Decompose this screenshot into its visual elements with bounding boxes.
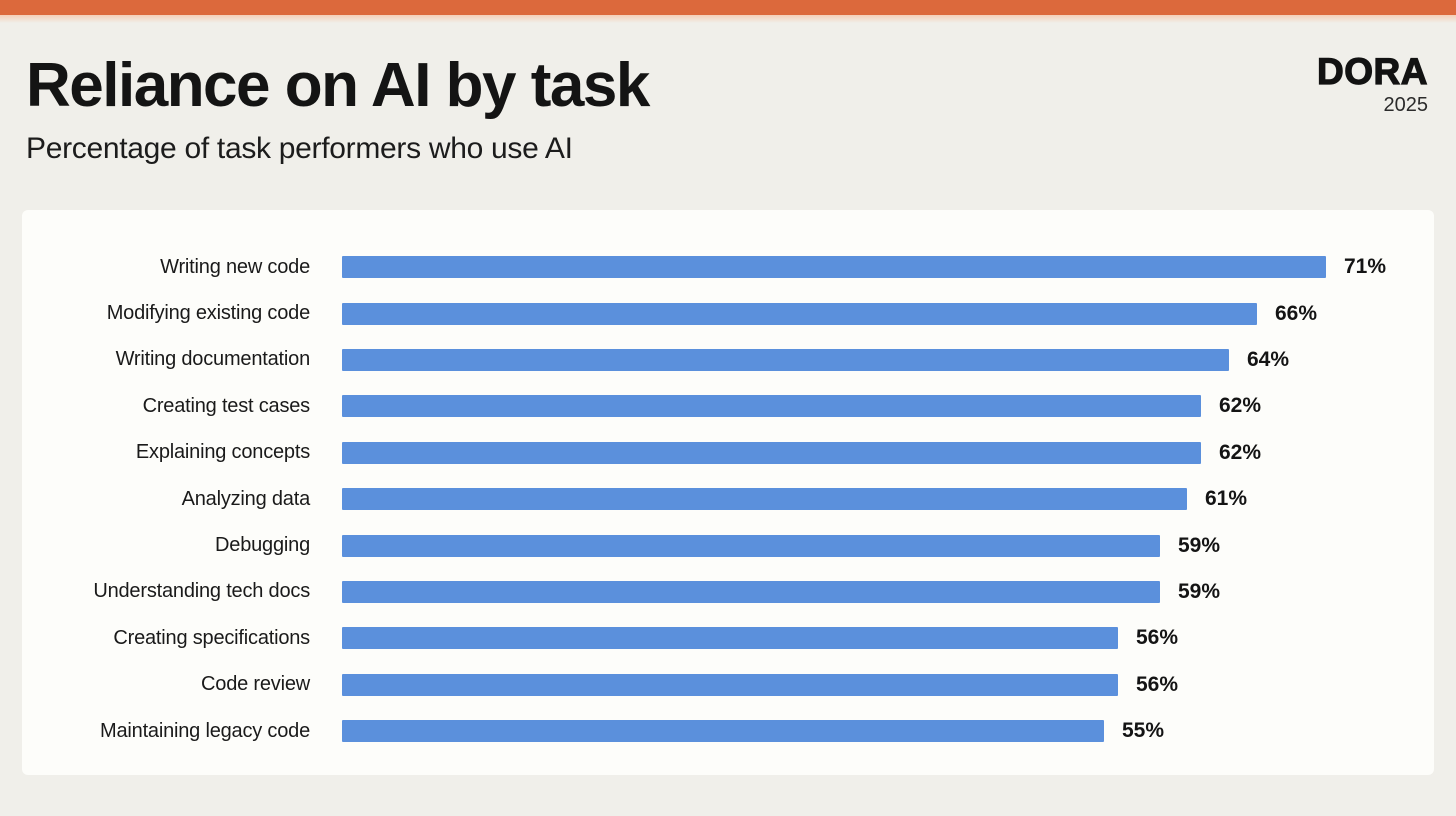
top-accent-bar	[0, 0, 1456, 15]
row-bar	[342, 302, 1257, 325]
row-value: 61%	[1205, 487, 1248, 511]
page-title: Reliance on AI by task	[26, 51, 650, 120]
chart-row: Maintaining legacy code 55%	[22, 708, 1434, 754]
row-label: Modifying existing code	[106, 302, 310, 325]
dora-logo: DORA	[1316, 50, 1428, 92]
row-label: Debugging	[215, 534, 310, 557]
chart-row: Code review 56%	[22, 662, 1434, 708]
row-value: 59%	[1178, 533, 1221, 557]
row-label: Writing new code	[160, 255, 310, 278]
row-label: Analyzing data	[181, 487, 311, 510]
bar-track: 62%	[342, 441, 1261, 465]
bar-track: 71%	[342, 255, 1386, 279]
chart-row: Writing new code 71%	[22, 244, 1434, 290]
row-label: Creating test cases	[142, 394, 311, 417]
bar-track: 61%	[342, 487, 1247, 511]
row-label: Explaining concepts	[135, 441, 310, 464]
row-label: Writing documentation	[115, 348, 311, 371]
bar-track: 62%	[342, 394, 1261, 418]
bar-track: 56%	[342, 626, 1178, 650]
row-value: 59%	[1178, 579, 1221, 603]
bar-track: 55%	[342, 719, 1164, 743]
row-value: 64%	[1247, 347, 1290, 371]
row-value: 56%	[1136, 626, 1179, 650]
chart-row: Explaining concepts 62%	[22, 430, 1434, 476]
row-bar	[342, 720, 1104, 743]
bar-track: 56%	[342, 673, 1178, 697]
row-value: 62%	[1219, 394, 1262, 418]
row-value: 71%	[1344, 255, 1387, 279]
row-value: 55%	[1122, 719, 1165, 743]
row-label: Maintaining legacy code	[100, 719, 310, 742]
chart-row: Creating specifications 56%	[22, 615, 1434, 661]
row-value: 66%	[1275, 301, 1318, 325]
chart-row: Modifying existing code 66%	[22, 290, 1434, 336]
chart-row: Understanding tech docs 59%	[22, 569, 1434, 615]
row-bar	[342, 441, 1201, 464]
header: Reliance on AI by task Percentage of tas…	[0, 23, 1456, 166]
chart-row: Creating test cases 62%	[22, 383, 1434, 429]
bar-track: 64%	[342, 348, 1289, 372]
row-value: 56%	[1136, 672, 1179, 696]
bar-track: 59%	[342, 580, 1220, 604]
row-bar	[342, 256, 1326, 279]
bar-track: 59%	[342, 534, 1220, 558]
bar-chart: Writing new code 71% Modifying existing …	[22, 210, 1434, 775]
row-bar	[342, 488, 1187, 511]
row-value: 62%	[1219, 440, 1262, 464]
row-label: Code review	[201, 673, 310, 696]
page-subtitle: Percentage of task performers who use AI	[26, 132, 573, 166]
chart-row: Analyzing data 61%	[22, 476, 1434, 522]
chart-row: Debugging 59%	[22, 522, 1434, 568]
row-bar	[342, 673, 1118, 696]
row-bar	[342, 395, 1201, 418]
row-bar	[342, 627, 1118, 650]
row-bar	[342, 580, 1160, 603]
row-label: Creating specifications	[113, 626, 310, 649]
row-bar	[342, 534, 1160, 557]
logo-year: 2025	[1383, 94, 1429, 116]
top-accent-fade	[0, 15, 1456, 23]
row-bar	[342, 348, 1229, 371]
bar-track: 66%	[342, 302, 1317, 326]
row-label: Understanding tech docs	[93, 580, 310, 603]
chart-row: Writing documentation 64%	[22, 337, 1434, 383]
logo-block: DORA 2025	[1316, 50, 1429, 117]
